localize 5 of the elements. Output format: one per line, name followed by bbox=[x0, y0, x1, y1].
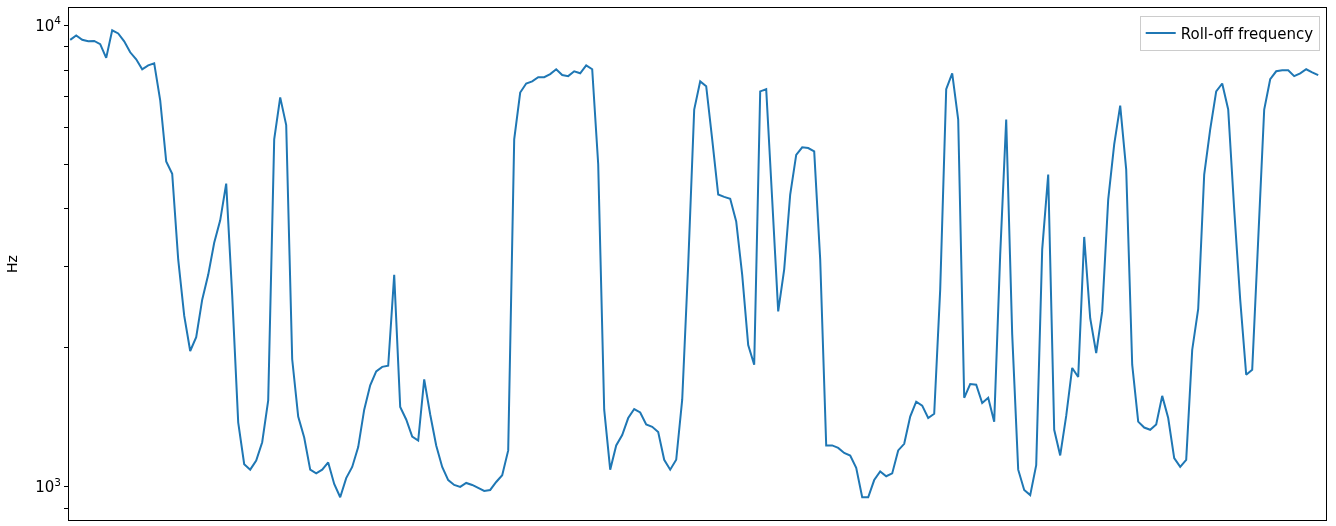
line-series bbox=[69, 29, 1320, 499]
legend-label: Roll-off frequency bbox=[1180, 24, 1314, 43]
y-axis-title: Hz bbox=[3, 255, 20, 273]
y-tick-label: 10$^{4}$ bbox=[35, 14, 62, 35]
y-tick-label: 10$^{3}$ bbox=[35, 475, 61, 497]
